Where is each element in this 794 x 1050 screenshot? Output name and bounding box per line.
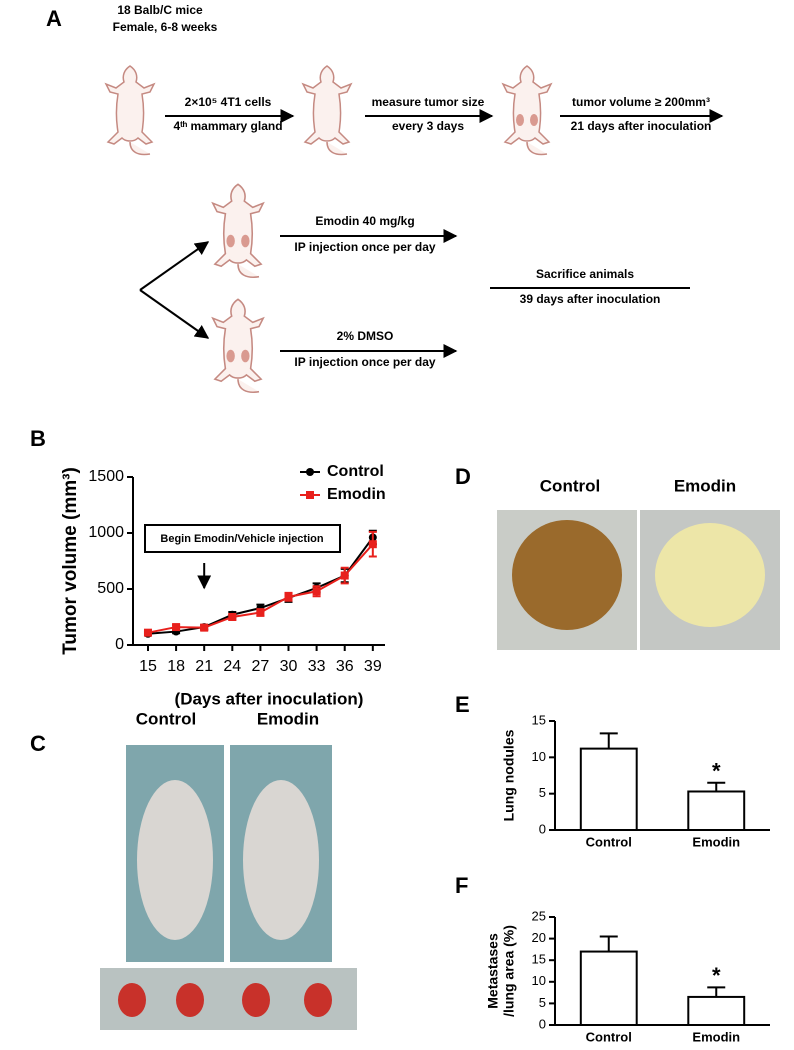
marker <box>368 540 377 549</box>
legend-marker <box>306 491 314 499</box>
x-tick-label: 33 <box>308 658 326 675</box>
y-tick-label: 15 <box>532 952 546 967</box>
x-tick-label: Control <box>586 834 632 849</box>
diagram-text: Emodin 40 mg/kg <box>315 214 414 228</box>
diagram-text: 18 Balb/C mice <box>117 3 203 17</box>
y-axis-title: Tumor volume (mm³) <box>60 467 81 655</box>
significance: * <box>712 963 721 988</box>
diagram-text: 2% DMSO <box>337 329 394 343</box>
y-tick-label: 5 <box>539 785 546 800</box>
panel-label: F <box>455 873 468 898</box>
y-tick-label: 1500 <box>88 468 124 485</box>
x-tick-label: Emodin <box>692 834 740 849</box>
bar <box>579 950 638 1026</box>
y-axis-title: /lung area (%) <box>501 925 517 1017</box>
x-tick-label: 15 <box>139 658 157 675</box>
legend-label: Emodin <box>327 486 386 503</box>
x-tick-label: 21 <box>195 658 213 675</box>
diagram-text: every 3 days <box>392 119 464 133</box>
diagram-text: 21 days after inoculation <box>571 119 712 133</box>
photo-label: Emodin <box>257 709 319 728</box>
x-tick-label: 39 <box>364 658 382 675</box>
photo-label: Control <box>540 476 600 495</box>
x-axis-title: (Days after inoculation) <box>175 689 364 708</box>
mouse-icon <box>302 65 352 156</box>
series-line <box>147 543 374 634</box>
x-tick-label: 18 <box>167 658 185 675</box>
x-tick-label: 36 <box>336 658 354 675</box>
diagram-text: IP injection once per day <box>294 240 435 254</box>
arrow <box>139 241 210 291</box>
marker <box>284 592 293 601</box>
photo-content <box>176 983 204 1017</box>
photo-content <box>304 983 332 1017</box>
bar <box>687 995 746 1026</box>
bar <box>579 747 638 832</box>
panel-label: D <box>455 464 471 489</box>
x-tick-label: Emodin <box>692 1029 740 1044</box>
x-tick-label: Control <box>586 1029 632 1044</box>
marker <box>200 623 209 632</box>
photo-content <box>137 780 213 940</box>
photo-label: Control <box>136 709 196 728</box>
y-tick-label: 0 <box>539 821 546 836</box>
marker <box>340 571 349 580</box>
arrow <box>139 289 210 339</box>
photo-content <box>118 983 146 1017</box>
y-axis-title: Lung nodules <box>501 729 517 821</box>
y-tick-label: 0 <box>539 1016 546 1031</box>
marker <box>172 623 181 632</box>
x-tick-label: 30 <box>280 658 298 675</box>
diagram-text: 39 days after inoculation <box>520 292 661 306</box>
legend-marker <box>306 468 314 476</box>
mouse-icon <box>105 65 155 156</box>
panel-label: B <box>30 426 46 451</box>
diagram-text: 2×10⁵ 4T1 cells <box>185 95 272 109</box>
marker <box>143 628 152 637</box>
mouse-icon <box>213 184 263 277</box>
mouse-icon <box>503 66 551 155</box>
y-tick-label: 10 <box>532 973 546 988</box>
diagram-text: Sacrifice animals <box>536 267 634 281</box>
annotation-box <box>144 524 341 553</box>
diagram-text: tumor volume ≥ 200mm³ <box>572 95 710 109</box>
legend-label: Control <box>327 463 384 480</box>
x-tick-label: 24 <box>223 658 241 675</box>
photo-content <box>243 780 319 940</box>
significance: * <box>712 759 721 784</box>
y-tick-label: 1000 <box>88 524 124 541</box>
y-tick-label: 25 <box>532 908 546 923</box>
mouse-icon <box>213 299 263 392</box>
marker <box>312 587 321 596</box>
y-tick-label: 5 <box>539 995 546 1010</box>
marker <box>228 613 237 621</box>
annotation: Begin Emodin/Vehicle injection <box>160 533 323 545</box>
x-tick-label: 27 <box>252 658 270 675</box>
panel-label: E <box>455 692 470 717</box>
panel-label: A <box>46 6 62 31</box>
marker <box>256 608 265 617</box>
photo-label: Emodin <box>674 476 736 495</box>
diagram-text: 4ᵗʰ mammary gland <box>173 119 282 133</box>
photo-content <box>512 520 622 630</box>
y-axis-title: Metastases <box>485 933 501 1009</box>
photo-content <box>242 983 270 1017</box>
y-tick-label: 20 <box>532 930 546 945</box>
y-tick-label: 15 <box>532 712 546 727</box>
y-tick-label: 0 <box>115 636 124 653</box>
bar <box>687 790 746 832</box>
panel-label: C <box>30 731 46 756</box>
diagram-text: Female, 6-8 weeks <box>113 20 218 34</box>
y-tick-label: 500 <box>97 580 124 597</box>
y-tick-label: 10 <box>532 749 546 764</box>
diagram-text: IP injection once per day <box>294 355 435 369</box>
photo-content <box>655 523 765 627</box>
diagram-text: measure tumor size <box>372 95 485 109</box>
